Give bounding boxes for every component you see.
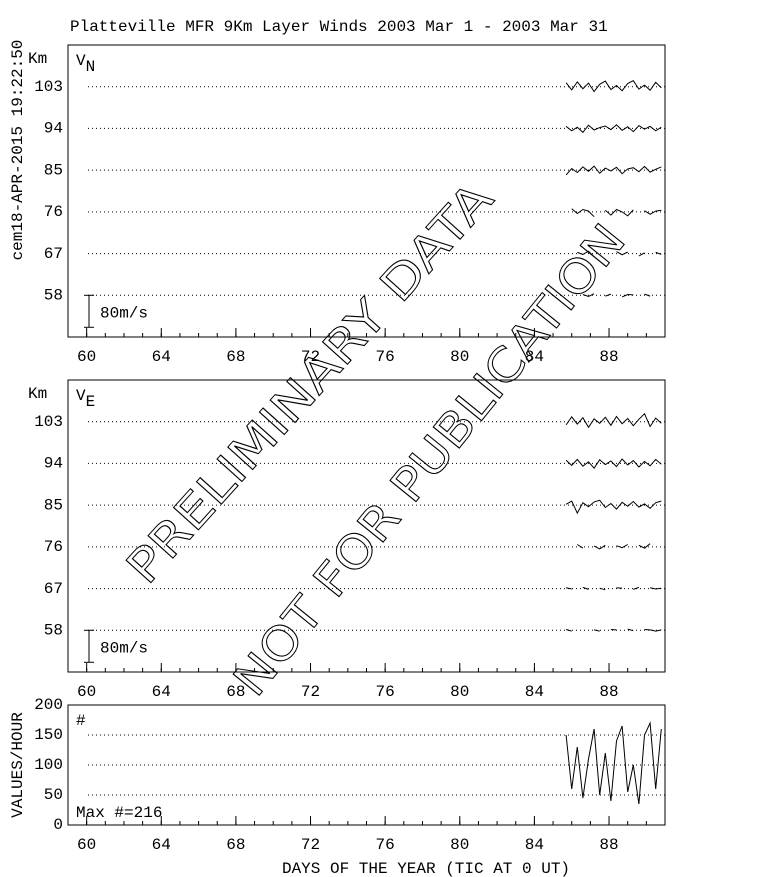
x-tick-label: 80 xyxy=(450,836,469,854)
y-tick-label: 150 xyxy=(34,726,63,744)
y-axis-label: Km xyxy=(28,50,47,68)
x-tick-label: 84 xyxy=(525,836,544,854)
y-tick-label: 67 xyxy=(44,580,63,598)
x-tick-label: 88 xyxy=(599,836,618,854)
trace xyxy=(565,124,662,134)
y-tick-label: 94 xyxy=(44,120,63,138)
x-tick-label: 72 xyxy=(301,348,320,366)
x-tick-label: 88 xyxy=(599,683,618,701)
scale-bar-label: 80m/s xyxy=(100,305,148,323)
y-tick-label: 67 xyxy=(44,245,63,263)
x-tick-label: 68 xyxy=(226,836,245,854)
y-tick-label: 103 xyxy=(34,413,63,431)
panel-label: VE xyxy=(76,387,95,411)
panel-label: VN xyxy=(76,52,95,76)
panel-label-sub: N xyxy=(86,58,96,76)
trace xyxy=(565,721,662,805)
y-tick-label: 76 xyxy=(44,203,63,221)
y-tick-label: 85 xyxy=(44,161,63,179)
trace xyxy=(565,80,662,93)
x-tick-label: 60 xyxy=(77,836,96,854)
y-tick-label: 76 xyxy=(44,538,63,556)
trace xyxy=(577,250,662,258)
x-tick-label: 72 xyxy=(301,836,320,854)
y-axis-label: VALUES/HOUR xyxy=(9,712,27,818)
panel-label-main: V xyxy=(76,387,86,405)
y-tick-label: 58 xyxy=(44,622,63,640)
panel-label-sub: E xyxy=(86,393,96,411)
x-axis-label: DAYS OF THE YEAR (TIC AT 0 UT) xyxy=(282,860,570,877)
x-tick-label: 64 xyxy=(152,348,171,366)
x-tick-label: 68 xyxy=(226,348,245,366)
x-tick-label: 76 xyxy=(376,348,395,366)
y-tick-label: 0 xyxy=(53,816,63,834)
y-tick-label: 100 xyxy=(34,756,63,774)
trace xyxy=(565,412,662,429)
trace xyxy=(565,586,662,591)
x-tick-label: 80 xyxy=(450,683,469,701)
x-tick-label: 64 xyxy=(152,836,171,854)
y-tick-label: 94 xyxy=(44,455,63,473)
x-tick-label: 84 xyxy=(525,348,544,366)
x-tick-label: 72 xyxy=(301,683,320,701)
y-tick-label: 103 xyxy=(34,78,63,96)
chart-title: Platteville MFR 9Km Layer Winds 2003 Mar… xyxy=(70,18,608,36)
x-tick-label: 80 xyxy=(450,348,469,366)
y-tick-label: 50 xyxy=(44,786,63,804)
x-tick-label: 88 xyxy=(599,348,618,366)
timestamp: cem18-APR-2015 19:22:50 xyxy=(9,40,27,261)
panel-label: # xyxy=(76,712,86,730)
x-tick-label: 64 xyxy=(152,683,171,701)
y-tick-label: 58 xyxy=(44,287,63,305)
scale-bar-label: 80m/s xyxy=(100,640,148,658)
trace xyxy=(571,208,662,218)
x-tick-label: 68 xyxy=(226,683,245,701)
y-tick-label: 85 xyxy=(44,496,63,514)
panel-label-main: V xyxy=(76,52,86,70)
x-tick-label: 76 xyxy=(376,683,395,701)
x-tick-label: 60 xyxy=(77,683,96,701)
trace xyxy=(577,544,661,549)
trace xyxy=(565,499,662,515)
trace xyxy=(565,628,662,632)
y-axis-label: Km xyxy=(28,385,47,403)
watermark: PRELIMINARY DATA xyxy=(115,171,503,594)
x-tick-label: 84 xyxy=(525,683,544,701)
x-tick-label: 76 xyxy=(376,836,395,854)
trace xyxy=(565,165,662,176)
trace xyxy=(565,458,662,470)
x-tick-label: 60 xyxy=(77,348,96,366)
y-tick-label: 200 xyxy=(34,696,63,714)
max-note: Max #=216 xyxy=(76,804,162,822)
